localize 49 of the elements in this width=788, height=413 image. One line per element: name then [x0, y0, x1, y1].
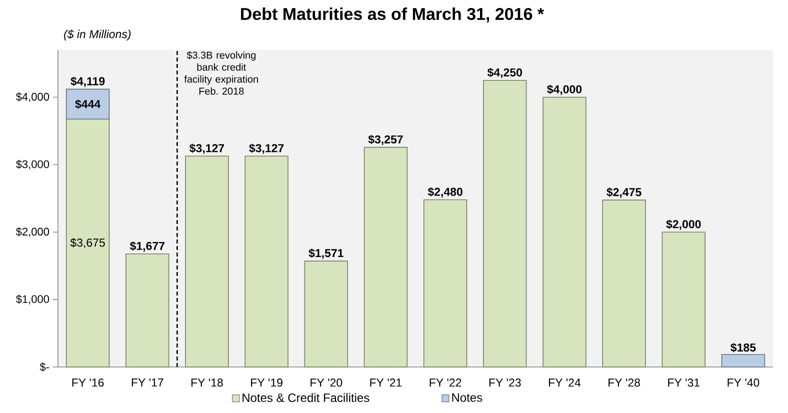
legend-label: Notes & Credit Facilities: [242, 393, 370, 402]
x-tick-label: FY '31: [668, 378, 700, 387]
bar: [66, 88, 110, 120]
x-tick-label: FY '23: [489, 378, 521, 387]
x-tick-label: FY '22: [430, 378, 462, 387]
data-label: $444: [75, 99, 101, 109]
bar: [542, 96, 586, 368]
bar: [185, 156, 229, 368]
data-label: $4,250: [487, 68, 522, 78]
y-tick-label: $1,000: [16, 294, 50, 304]
bar: [483, 80, 527, 368]
bar: [66, 118, 110, 368]
bar: [304, 260, 348, 368]
x-tick-label: FY '28: [608, 378, 640, 387]
y-tick-label: $3,000: [16, 160, 50, 170]
data-label: $3,127: [190, 144, 224, 154]
data-label: $4,000: [547, 84, 582, 96]
y-axis-title: ($ in Millions): [64, 30, 131, 40]
data-label: $3,675: [70, 238, 105, 248]
bar: [662, 232, 706, 368]
data-label: $3,127: [249, 144, 284, 154]
annotation: $3.3B revolving bank credit facility expiration Feb. 2018: [184, 51, 258, 95]
data-label: $2,475: [606, 188, 642, 198]
x-tick-label: FY '20: [310, 378, 342, 387]
x-tick-label: FY '40: [728, 378, 760, 387]
bar: [721, 354, 766, 368]
data-label: $185: [730, 342, 756, 352]
legend-label: Notes: [452, 393, 482, 402]
data-label: $1,571: [308, 248, 344, 259]
data-label: $3,257: [368, 134, 403, 146]
data-label: $2,000: [666, 220, 701, 230]
x-tick-label: FY '24: [548, 378, 581, 387]
chart-title: Debt Maturities as of March 31, 2016 *: [241, 8, 544, 22]
y-tick-label: $2,000: [16, 227, 50, 237]
bar: [602, 200, 646, 368]
bar: [126, 253, 170, 368]
x-tick-label: FY '16: [72, 378, 104, 387]
x-tick-label: FY '18: [191, 378, 223, 387]
x-tick-label: FY '21: [370, 378, 402, 387]
x-tick-label: FY '19: [251, 378, 282, 387]
bar: [244, 156, 288, 368]
y-tick-label: $4,000: [16, 92, 50, 102]
data-label: $1,677: [130, 241, 164, 252]
data-label: $2,480: [428, 187, 462, 198]
bar: [364, 146, 408, 368]
total-label: $4,119: [70, 76, 105, 87]
x-tick-label: FY '17: [132, 378, 164, 386]
bar: [423, 199, 468, 368]
y-tick-label: $-: [40, 362, 49, 372]
